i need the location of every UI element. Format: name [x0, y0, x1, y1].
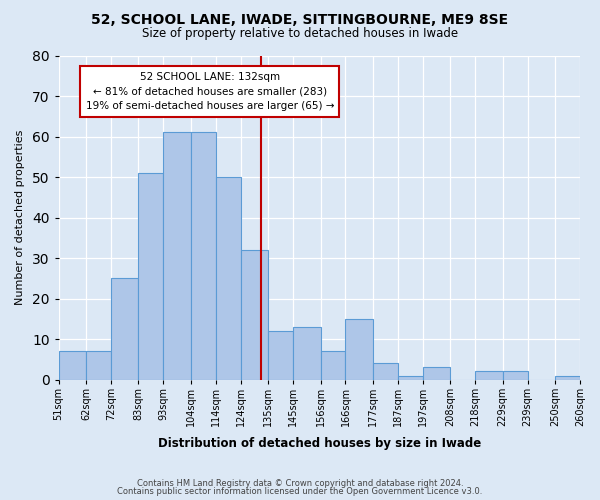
Bar: [216, 177, 241, 380]
Text: 52, SCHOOL LANE, IWADE, SITTINGBOURNE, ME9 8SE: 52, SCHOOL LANE, IWADE, SITTINGBOURNE, M…: [91, 12, 509, 26]
Bar: [268, 331, 293, 380]
Bar: [111, 278, 139, 380]
Y-axis label: Number of detached properties: Number of detached properties: [15, 130, 25, 305]
Bar: [423, 368, 450, 380]
Bar: [86, 351, 111, 380]
Bar: [555, 376, 580, 380]
Bar: [475, 372, 503, 380]
Bar: [191, 132, 216, 380]
Bar: [346, 319, 373, 380]
Text: Contains public sector information licensed under the Open Government Licence v3: Contains public sector information licen…: [118, 487, 482, 496]
Bar: [503, 372, 527, 380]
Text: Size of property relative to detached houses in Iwade: Size of property relative to detached ho…: [142, 28, 458, 40]
Bar: [163, 132, 191, 380]
Text: Contains HM Land Registry data © Crown copyright and database right 2024.: Contains HM Land Registry data © Crown c…: [137, 478, 463, 488]
Bar: [398, 376, 423, 380]
Bar: [320, 351, 346, 380]
X-axis label: Distribution of detached houses by size in Iwade: Distribution of detached houses by size …: [158, 437, 481, 450]
Bar: [293, 327, 320, 380]
Bar: [241, 250, 268, 380]
Text: 52 SCHOOL LANE: 132sqm
← 81% of detached houses are smaller (283)
19% of semi-de: 52 SCHOOL LANE: 132sqm ← 81% of detached…: [86, 72, 334, 112]
Bar: [139, 173, 163, 380]
Bar: [373, 364, 398, 380]
Bar: [59, 351, 86, 380]
